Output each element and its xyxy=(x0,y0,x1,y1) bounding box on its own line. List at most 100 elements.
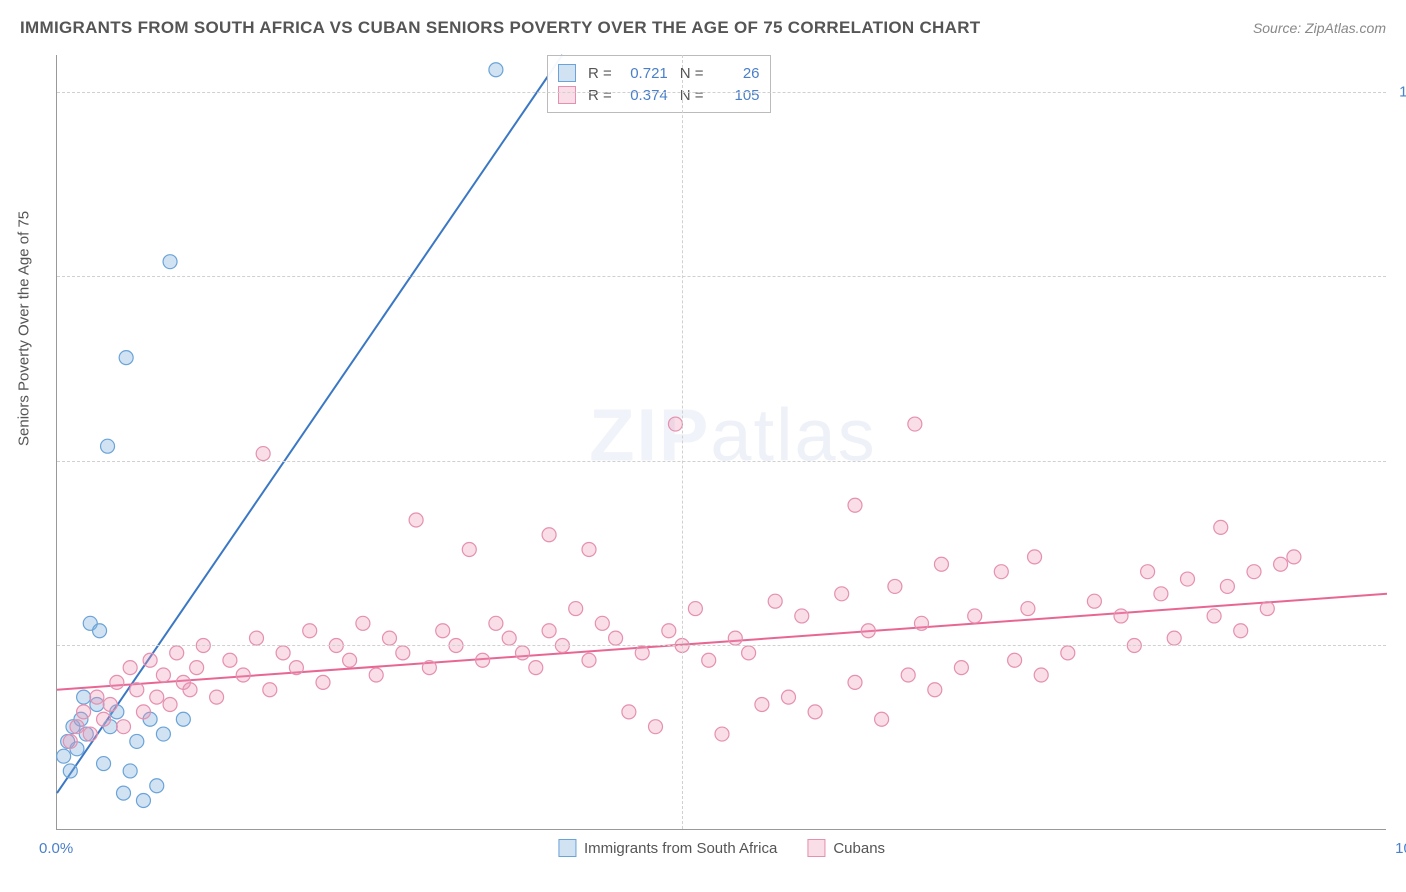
point-cubans xyxy=(156,668,170,682)
ytick-label: 25.0% xyxy=(1392,637,1406,654)
point-cubans xyxy=(934,557,948,571)
point-cubans xyxy=(103,698,117,712)
point-south_africa xyxy=(119,351,133,365)
point-cubans xyxy=(516,646,530,660)
stats-row-cubans: R = 0.374 N = 105 xyxy=(558,84,760,106)
point-cubans xyxy=(968,609,982,623)
point-cubans xyxy=(70,720,84,734)
point-south_africa xyxy=(101,439,115,453)
legend-item-sa: Immigrants from South Africa xyxy=(558,839,777,857)
bottom-legend: Immigrants from South Africa Cubans xyxy=(558,839,885,857)
point-cubans xyxy=(1220,579,1234,593)
point-cubans xyxy=(316,675,330,689)
point-cubans xyxy=(622,705,636,719)
point-cubans xyxy=(1234,624,1248,638)
point-cubans xyxy=(77,705,91,719)
point-south_africa xyxy=(156,727,170,741)
point-cubans xyxy=(236,668,250,682)
ytick-label: 100.0% xyxy=(1392,83,1406,100)
point-cubans xyxy=(476,653,490,667)
point-cubans xyxy=(1028,550,1042,564)
stat-r-sa: 0.721 xyxy=(620,65,668,82)
gridline-h xyxy=(57,92,1386,93)
stats-box: R = 0.721 N = 26 R = 0.374 N = 105 xyxy=(547,55,771,113)
point-cubans xyxy=(1034,668,1048,682)
chart-title: IMMIGRANTS FROM SOUTH AFRICA VS CUBAN SE… xyxy=(20,18,980,38)
point-south_africa xyxy=(150,779,164,793)
point-cubans xyxy=(97,712,111,726)
xtick-label: 0.0% xyxy=(39,840,73,857)
point-cubans xyxy=(303,624,317,638)
point-cubans xyxy=(90,690,104,704)
point-south_africa xyxy=(176,712,190,726)
point-cubans xyxy=(782,690,796,704)
point-cubans xyxy=(542,624,556,638)
point-cubans xyxy=(143,653,157,667)
legend-label-sa: Immigrants from South Africa xyxy=(584,840,777,857)
stat-r-label2: R = xyxy=(588,87,612,104)
point-cubans xyxy=(1181,572,1195,586)
swatch-cubans xyxy=(558,86,576,104)
legend-swatch-sa xyxy=(558,839,576,857)
xtick-label: 100.0% xyxy=(1395,840,1406,857)
point-cubans xyxy=(489,616,503,630)
point-cubans xyxy=(688,602,702,616)
point-cubans xyxy=(835,587,849,601)
point-cubans xyxy=(1114,609,1128,623)
point-cubans xyxy=(462,543,476,557)
point-cubans xyxy=(768,594,782,608)
point-cubans xyxy=(170,646,184,660)
point-south_africa xyxy=(117,786,131,800)
y-axis-title: Seniors Poverty Over the Age of 75 xyxy=(16,211,33,446)
point-cubans xyxy=(63,734,77,748)
gridline-h xyxy=(57,461,1386,462)
point-south_africa xyxy=(489,63,503,77)
point-cubans xyxy=(901,668,915,682)
swatch-south-africa xyxy=(558,64,576,82)
point-cubans xyxy=(848,498,862,512)
stat-n-label2: N = xyxy=(680,87,704,104)
point-cubans xyxy=(582,653,596,667)
point-south_africa xyxy=(136,793,150,807)
title-bar: IMMIGRANTS FROM SOUTH AFRICA VS CUBAN SE… xyxy=(20,18,1386,38)
legend-item-cu: Cubans xyxy=(807,839,885,857)
point-cubans xyxy=(582,543,596,557)
ytick-label: 75.0% xyxy=(1392,268,1406,285)
point-south_africa xyxy=(93,624,107,638)
stat-r-cu: 0.374 xyxy=(620,87,668,104)
point-cubans xyxy=(1214,520,1228,534)
gridline-v xyxy=(682,55,683,829)
point-cubans xyxy=(117,720,131,734)
point-cubans xyxy=(908,417,922,431)
point-cubans xyxy=(210,690,224,704)
point-cubans xyxy=(1167,631,1181,645)
point-cubans xyxy=(888,579,902,593)
point-cubans xyxy=(422,661,436,675)
point-cubans xyxy=(609,631,623,645)
point-cubans xyxy=(1274,557,1288,571)
point-cubans xyxy=(994,565,1008,579)
trend-line-south_africa xyxy=(57,55,562,793)
point-cubans xyxy=(875,712,889,726)
point-cubans xyxy=(1247,565,1261,579)
point-cubans xyxy=(183,683,197,697)
point-cubans xyxy=(383,631,397,645)
stats-row-sa: R = 0.721 N = 26 xyxy=(558,62,760,84)
point-cubans xyxy=(1021,602,1035,616)
point-south_africa xyxy=(77,690,91,704)
point-south_africa xyxy=(57,749,71,763)
point-cubans xyxy=(276,646,290,660)
point-cubans xyxy=(1287,550,1301,564)
point-cubans xyxy=(1061,646,1075,660)
point-cubans xyxy=(502,631,516,645)
point-cubans xyxy=(1154,587,1168,601)
point-cubans xyxy=(83,727,97,741)
point-cubans xyxy=(163,698,177,712)
gridline-h xyxy=(57,645,1386,646)
point-cubans xyxy=(715,727,729,741)
plot-area: ZIPatlas R = 0.721 N = 26 R = 0.374 N = … xyxy=(56,55,1386,830)
point-cubans xyxy=(662,624,676,638)
stat-n-cu: 105 xyxy=(712,87,760,104)
point-cubans xyxy=(795,609,809,623)
ytick-label: 50.0% xyxy=(1392,452,1406,469)
